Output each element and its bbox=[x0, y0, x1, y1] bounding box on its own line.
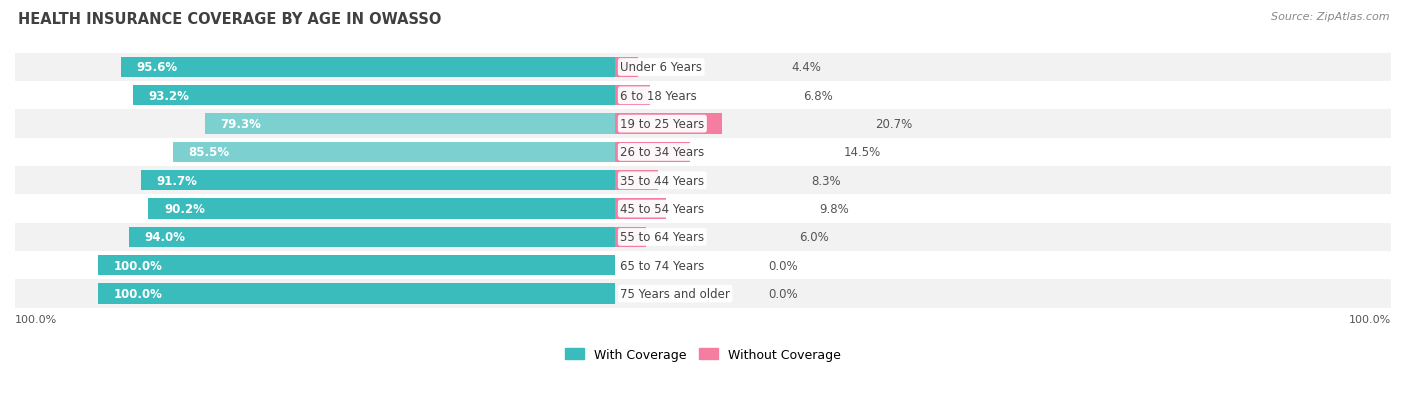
Text: 14.5%: 14.5% bbox=[844, 146, 880, 159]
Text: 100.0%: 100.0% bbox=[114, 287, 162, 300]
Bar bbox=[15, 82, 1391, 110]
Bar bbox=[134, 86, 614, 106]
Bar bbox=[15, 280, 1391, 308]
Bar bbox=[614, 57, 638, 78]
Text: 19 to 25 Years: 19 to 25 Years bbox=[620, 118, 704, 131]
Bar bbox=[614, 227, 647, 247]
Bar bbox=[614, 199, 666, 219]
Text: 20.7%: 20.7% bbox=[876, 118, 912, 131]
Text: 85.5%: 85.5% bbox=[188, 146, 229, 159]
Bar bbox=[98, 284, 614, 304]
Bar bbox=[614, 86, 650, 106]
Text: 6.0%: 6.0% bbox=[799, 231, 830, 244]
Text: 93.2%: 93.2% bbox=[149, 90, 190, 102]
Text: 0.0%: 0.0% bbox=[768, 287, 797, 300]
Text: HEALTH INSURANCE COVERAGE BY AGE IN OWASSO: HEALTH INSURANCE COVERAGE BY AGE IN OWAS… bbox=[18, 12, 441, 27]
Bar bbox=[141, 171, 614, 191]
Text: 94.0%: 94.0% bbox=[145, 231, 186, 244]
Text: 9.8%: 9.8% bbox=[818, 203, 849, 216]
Bar bbox=[15, 54, 1391, 82]
Text: 6 to 18 Years: 6 to 18 Years bbox=[620, 90, 697, 102]
Bar bbox=[129, 227, 614, 247]
Bar bbox=[614, 142, 690, 163]
Bar bbox=[98, 256, 614, 276]
Bar bbox=[15, 138, 1391, 167]
Bar bbox=[15, 195, 1391, 223]
Text: 75 Years and older: 75 Years and older bbox=[620, 287, 730, 300]
Text: 8.3%: 8.3% bbox=[811, 174, 841, 188]
Text: 0.0%: 0.0% bbox=[768, 259, 797, 272]
Text: 55 to 64 Years: 55 to 64 Years bbox=[620, 231, 704, 244]
Text: 65 to 74 Years: 65 to 74 Years bbox=[620, 259, 704, 272]
Bar bbox=[205, 114, 614, 135]
Text: 95.6%: 95.6% bbox=[136, 61, 177, 74]
Text: 100.0%: 100.0% bbox=[15, 314, 58, 324]
Text: 45 to 54 Years: 45 to 54 Years bbox=[620, 203, 704, 216]
Bar bbox=[15, 167, 1391, 195]
Text: Source: ZipAtlas.com: Source: ZipAtlas.com bbox=[1271, 12, 1389, 22]
Bar bbox=[121, 57, 614, 78]
Text: 6.8%: 6.8% bbox=[803, 90, 834, 102]
Text: 100.0%: 100.0% bbox=[114, 259, 162, 272]
Text: 100.0%: 100.0% bbox=[1348, 314, 1391, 324]
Bar bbox=[614, 114, 723, 135]
Text: 4.4%: 4.4% bbox=[792, 61, 821, 74]
Bar bbox=[15, 252, 1391, 280]
Text: 90.2%: 90.2% bbox=[165, 203, 205, 216]
Text: 91.7%: 91.7% bbox=[156, 174, 197, 188]
Legend: With Coverage, Without Coverage: With Coverage, Without Coverage bbox=[561, 343, 845, 366]
Text: Under 6 Years: Under 6 Years bbox=[620, 61, 702, 74]
Bar bbox=[15, 110, 1391, 138]
Bar bbox=[614, 171, 658, 191]
Bar bbox=[15, 223, 1391, 252]
Text: 35 to 44 Years: 35 to 44 Years bbox=[620, 174, 704, 188]
Text: 26 to 34 Years: 26 to 34 Years bbox=[620, 146, 704, 159]
Text: 79.3%: 79.3% bbox=[221, 118, 262, 131]
Bar bbox=[149, 199, 614, 219]
Bar bbox=[173, 142, 614, 163]
